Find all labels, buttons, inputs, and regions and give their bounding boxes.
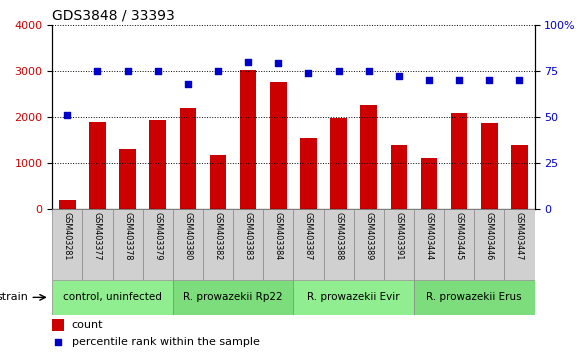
Bar <box>360 105 377 209</box>
Text: percentile rank within the sample: percentile rank within the sample <box>71 337 260 347</box>
Text: GSM403447: GSM403447 <box>515 212 524 261</box>
Bar <box>293 209 324 280</box>
Point <box>63 112 72 118</box>
Bar <box>421 158 437 209</box>
Bar <box>270 82 286 209</box>
Point <box>364 68 374 74</box>
Bar <box>504 209 535 280</box>
Point <box>394 74 404 79</box>
Text: GSM403445: GSM403445 <box>455 212 464 261</box>
Point <box>123 68 132 74</box>
Point <box>304 70 313 75</box>
Bar <box>331 118 347 209</box>
Text: GDS3848 / 33393: GDS3848 / 33393 <box>52 8 175 22</box>
Text: GSM403384: GSM403384 <box>274 212 283 261</box>
Bar <box>173 280 293 315</box>
Text: GSM403377: GSM403377 <box>93 212 102 261</box>
Text: GSM403389: GSM403389 <box>364 212 373 261</box>
Bar <box>300 137 317 209</box>
Bar <box>52 319 64 331</box>
Bar <box>119 149 136 209</box>
Bar <box>451 113 468 209</box>
Bar <box>474 209 504 280</box>
Point <box>153 68 163 74</box>
Text: GSM403446: GSM403446 <box>485 212 494 261</box>
Point <box>515 77 524 83</box>
Point <box>274 61 283 66</box>
Bar <box>203 209 233 280</box>
Text: GSM403378: GSM403378 <box>123 212 132 261</box>
Bar <box>390 145 407 209</box>
Bar <box>444 209 474 280</box>
Text: GSM403382: GSM403382 <box>214 212 223 261</box>
Point <box>213 68 223 74</box>
Bar <box>481 123 497 209</box>
Bar <box>180 108 196 209</box>
Text: GSM403391: GSM403391 <box>394 212 403 261</box>
Bar <box>293 280 414 315</box>
Text: GSM403388: GSM403388 <box>334 212 343 261</box>
Text: R. prowazekii Rp22: R. prowazekii Rp22 <box>184 292 283 302</box>
Point <box>93 68 102 74</box>
Point <box>454 77 464 83</box>
Bar <box>233 209 263 280</box>
Bar <box>59 200 76 209</box>
Text: control, uninfected: control, uninfected <box>63 292 162 302</box>
Text: count: count <box>71 320 103 330</box>
Bar <box>263 209 293 280</box>
Text: R. prowazekii Evir: R. prowazekii Evir <box>307 292 400 302</box>
Bar <box>173 209 203 280</box>
Bar <box>52 209 83 280</box>
Point <box>183 81 192 86</box>
Text: R. prowazekii Erus: R. prowazekii Erus <box>426 292 522 302</box>
Bar <box>52 280 173 315</box>
Bar <box>414 209 444 280</box>
Bar <box>511 145 528 209</box>
Text: strain: strain <box>0 292 29 302</box>
Point <box>243 59 253 64</box>
Bar <box>89 122 106 209</box>
Text: GSM403281: GSM403281 <box>63 212 72 261</box>
Bar <box>113 209 143 280</box>
Text: GSM403379: GSM403379 <box>153 212 162 261</box>
Text: GSM403380: GSM403380 <box>184 212 192 261</box>
Point <box>424 77 433 83</box>
Point <box>53 339 63 344</box>
Bar <box>149 120 166 209</box>
Point <box>485 77 494 83</box>
Point <box>334 68 343 74</box>
Bar <box>210 155 227 209</box>
Bar <box>83 209 113 280</box>
Text: GSM403444: GSM403444 <box>425 212 433 261</box>
Bar <box>240 70 256 209</box>
Bar <box>354 209 384 280</box>
Bar <box>414 280 535 315</box>
Text: GSM403387: GSM403387 <box>304 212 313 261</box>
Bar <box>143 209 173 280</box>
Bar <box>384 209 414 280</box>
Bar <box>324 209 354 280</box>
Text: GSM403383: GSM403383 <box>243 212 253 261</box>
